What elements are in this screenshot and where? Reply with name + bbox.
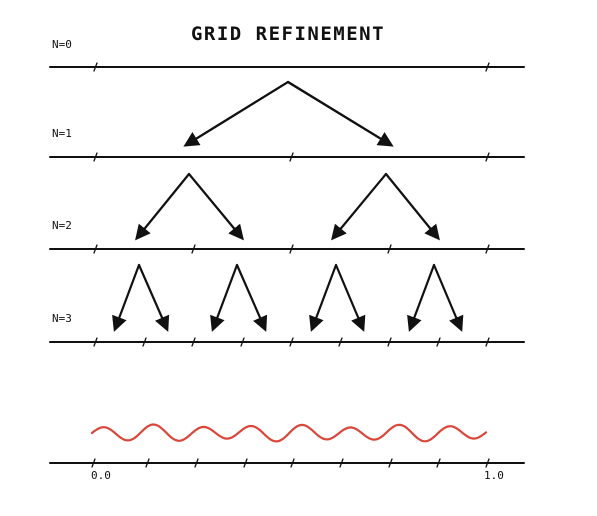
refine-arrow bbox=[112, 263, 141, 332]
tick bbox=[142, 337, 147, 347]
tick bbox=[436, 337, 441, 347]
tick-marks bbox=[91, 62, 490, 468]
tick bbox=[485, 244, 490, 254]
tick bbox=[93, 337, 98, 347]
arrow-head-right bbox=[286, 80, 394, 147]
tick bbox=[93, 244, 98, 254]
axis-start-label: 0.0 bbox=[91, 469, 111, 482]
refine-arrow bbox=[235, 263, 268, 332]
tick bbox=[145, 458, 150, 468]
level-label-n3: N=3 bbox=[52, 312, 72, 325]
refine-arrow-l0 bbox=[184, 80, 393, 147]
refine-arrow bbox=[384, 172, 440, 241]
tick bbox=[91, 458, 96, 468]
arrow-head-left bbox=[183, 80, 290, 147]
level-label-n2: N=2 bbox=[52, 219, 72, 232]
axis-end-label: 1.0 bbox=[484, 469, 504, 482]
refine-arrow bbox=[407, 263, 436, 332]
tick bbox=[289, 152, 294, 162]
tick bbox=[243, 458, 248, 468]
tick bbox=[289, 244, 294, 254]
tick bbox=[289, 337, 294, 347]
refine-arrow bbox=[137, 263, 170, 332]
tick bbox=[290, 458, 295, 468]
tick bbox=[485, 337, 490, 347]
tick bbox=[338, 337, 343, 347]
refine-arrow bbox=[334, 263, 366, 332]
tick bbox=[240, 337, 245, 347]
level-label-n0: N=0 bbox=[52, 38, 72, 51]
refine-arrow bbox=[187, 172, 244, 241]
tick bbox=[387, 337, 392, 347]
tick bbox=[485, 458, 490, 468]
tick bbox=[191, 244, 196, 254]
tick bbox=[339, 458, 344, 468]
tick bbox=[436, 458, 441, 468]
tick bbox=[485, 62, 490, 72]
tick bbox=[388, 458, 393, 468]
refine-arrow bbox=[210, 263, 239, 332]
diagram-title: GRID REFINEMENT bbox=[191, 23, 385, 45]
refine-arrow bbox=[432, 263, 464, 332]
function-wave bbox=[90, 423, 488, 443]
tick bbox=[194, 458, 199, 468]
tick bbox=[191, 337, 196, 347]
level-label-n1: N=1 bbox=[52, 127, 72, 140]
refine-arrow bbox=[331, 172, 388, 241]
tick bbox=[387, 244, 392, 254]
refine-arrow bbox=[135, 172, 191, 241]
refine-arrow bbox=[309, 263, 338, 332]
tick bbox=[93, 62, 98, 72]
tick bbox=[93, 152, 98, 162]
tick bbox=[485, 152, 490, 162]
